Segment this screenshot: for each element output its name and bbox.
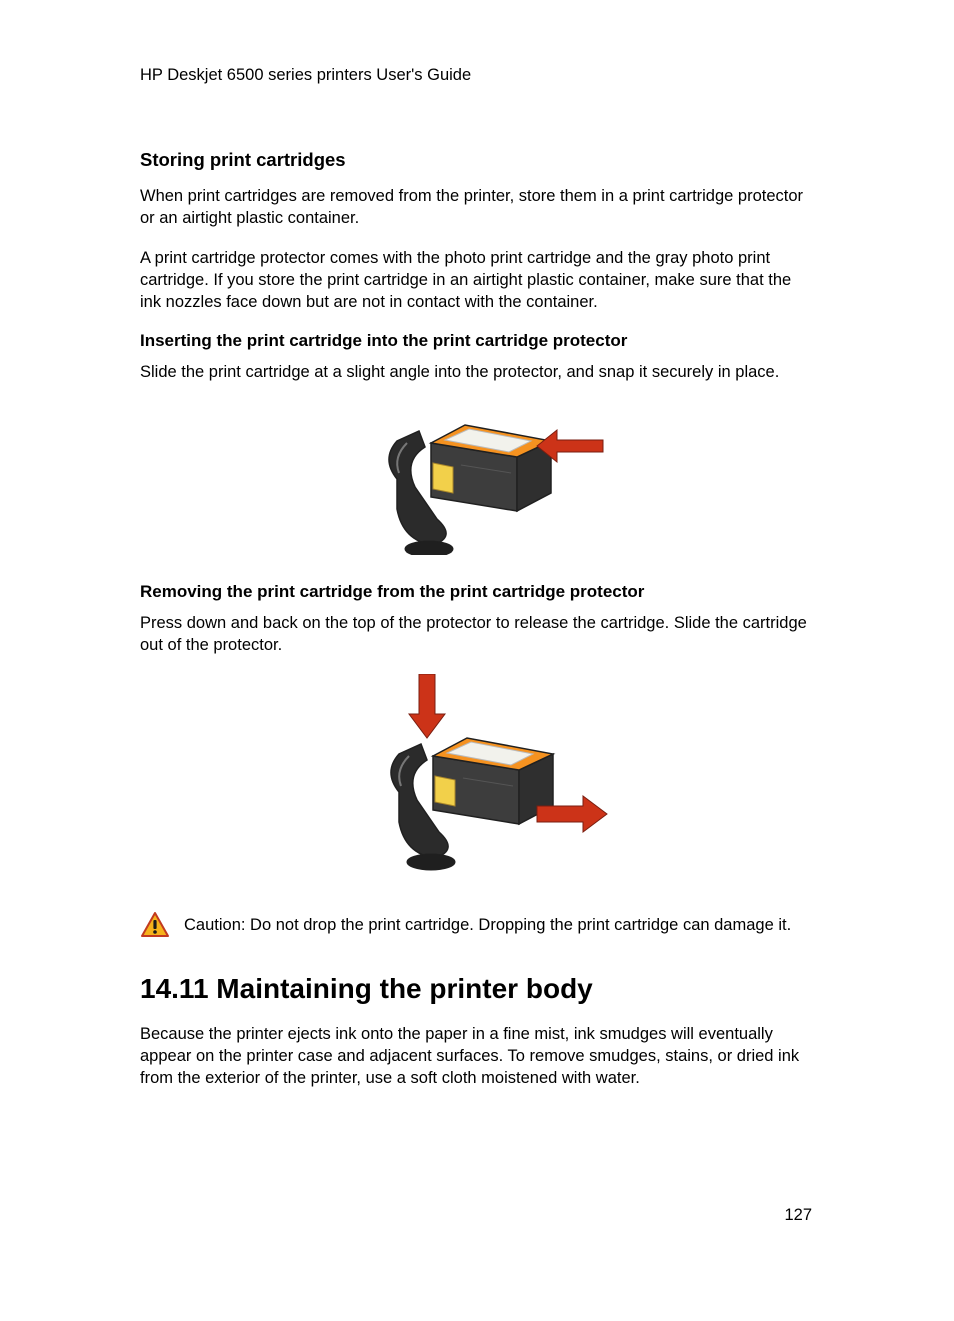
inserting-para: Slide the print cartridge at a slight an…	[140, 361, 814, 383]
page-number: 127	[784, 1206, 812, 1225]
caution-row: Caution: Do not drop the print cartridge…	[140, 911, 814, 939]
figure-remove	[140, 674, 814, 889]
figure-insert	[140, 401, 814, 560]
storing-para-1: When print cartridges are removed from t…	[140, 185, 814, 229]
cartridge-remove-illustration	[337, 674, 617, 884]
storing-para-2: A print cartridge protector comes with t…	[140, 247, 814, 313]
document-page: HP Deskjet 6500 series printers User's G…	[0, 0, 954, 1321]
page-header: HP Deskjet 6500 series printers User's G…	[140, 66, 814, 85]
removing-heading: Removing the print cartridge from the pr…	[140, 582, 814, 602]
removing-para: Press down and back on the top of the pr…	[140, 612, 814, 656]
inserting-heading: Inserting the print cartridge into the p…	[140, 331, 814, 351]
storing-heading: Storing print cartridges	[140, 149, 814, 171]
maintain-heading: 14.11 Maintaining the printer body	[140, 973, 814, 1005]
cartridge-insert-illustration	[337, 401, 617, 555]
maintain-para: Because the printer ejects ink onto the …	[140, 1023, 814, 1089]
caution-icon	[140, 911, 170, 939]
caution-text: Caution: Do not drop the print cartridge…	[184, 914, 791, 936]
